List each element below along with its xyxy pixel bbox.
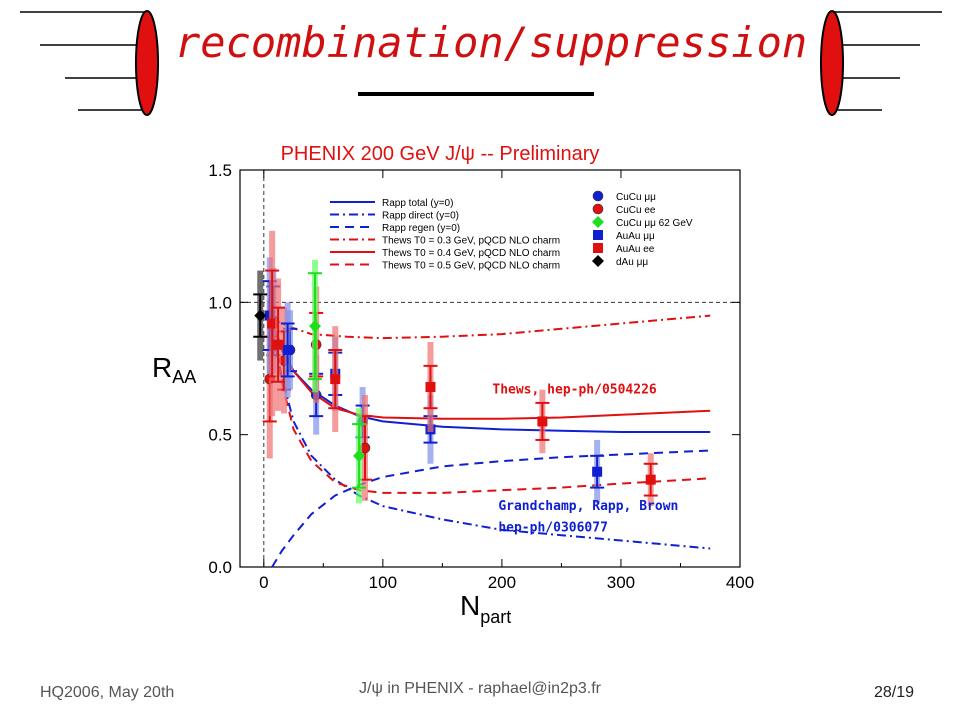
x-tick-label-2: 200 (488, 573, 516, 592)
decorative-cylinder-left (20, 10, 159, 116)
decorative-cylinder-right (820, 10, 942, 116)
legend-marker-3 (593, 230, 603, 240)
x-axis-label: Npart (460, 590, 511, 627)
plot-border (239, 169, 741, 568)
curve-5 (271, 323, 711, 494)
data-point-3-1 (282, 344, 293, 355)
x-tick-label-1: 100 (369, 573, 397, 592)
legend-marker-0 (592, 190, 604, 202)
x-axis-label-main: N (460, 590, 480, 621)
legend-label-2: Rapp regen (y=0) (382, 223, 460, 234)
legend-label-0: Rapp total (y=0) (382, 198, 453, 209)
legend-marker-2 (592, 216, 604, 228)
y-tick-label-3: 1.5 (208, 161, 232, 180)
reference-lines (240, 170, 740, 567)
title-underline (358, 92, 594, 96)
slide-title: recombination/suppression (175, 18, 808, 67)
data-point-4-2 (330, 374, 341, 385)
footer-page-number: 28/19 (873, 684, 914, 701)
legend-marker-4 (593, 243, 603, 253)
plot-frame (239, 169, 741, 568)
x-tick-label-3: 300 (607, 573, 635, 592)
y-tick-label-0: 0.0 (208, 558, 232, 577)
legend-point-label-0: CuCu μμ (616, 192, 656, 203)
legend-point-label-5: dAu μμ (616, 257, 648, 268)
legend-point-label-4: AuAu ee (616, 244, 655, 255)
x-tick-label-4: 400 (726, 573, 754, 592)
data-point-5-0 (254, 309, 267, 322)
legend-marker-5 (592, 255, 604, 267)
data-point-2-1 (353, 449, 366, 462)
footer-conference: HQ2006, May 20th (40, 684, 175, 701)
data-point-3-4 (592, 466, 603, 477)
annotation-0: Thews, hep-ph/0504226 (492, 383, 657, 398)
y-axis-label: RAA (152, 352, 196, 387)
raa-chart: PHENIX 200 GeV J/ψ -- Preliminary 0 100 20… (152, 143, 754, 627)
legend-point-label-2: CuCu μμ 62 GeV (616, 218, 693, 229)
legend-label-5: Thews T0 = 0.5 GeV, pQCD NLO charm (382, 261, 560, 272)
data-point-4-1 (273, 339, 284, 350)
y-tick-label-2: 1.0 (208, 293, 232, 312)
legend-label-4: Thews T0 = 0.4 GeV, pQCD NLO charm (382, 248, 560, 259)
legend-point-label-3: AuAu μμ (616, 231, 655, 242)
legend-label-1: Rapp direct (y=0) (382, 211, 459, 222)
data-points (253, 230, 658, 507)
data-point-4-5 (645, 474, 656, 485)
legend: Rapp total (y=0) Rapp direct (y=0)Rapp re… (330, 190, 693, 272)
legend-point-label-1: CuCu ee (616, 205, 656, 216)
legend-label-3: Thews T0 = 0.3 GeV, pQCD NLO charm (382, 236, 560, 247)
data-point-4-3 (425, 382, 436, 393)
footer-author: J/ψ in PHENIX - raphael@in2p3.fr (359, 680, 601, 697)
y-tick-label-1: 0.5 (208, 426, 232, 445)
y-axis-label-sub: AA (172, 367, 196, 387)
chart-title: PHENIX 200 GeV J/ψ -- Preliminary (281, 143, 600, 165)
data-point-4-0 (267, 318, 278, 329)
annotation-1: Grandchamp, Rapp, Brown (498, 499, 678, 514)
axis-ticks: 0 100 200 300 400 0.0 0.5 1.0 1.5 (208, 161, 754, 592)
x-axis-label-sub: part (480, 607, 511, 627)
curve-1 (271, 328, 711, 550)
y-axis-label-main: R (152, 352, 172, 383)
legend-marker-1 (592, 203, 604, 215)
annotations: Thews, hep-ph/0504226 Grandchamp, Rapp, B… (492, 383, 678, 536)
x-tick-label-0: 0 (259, 573, 268, 592)
annotation-2: hep-ph/0306077 (498, 520, 608, 535)
data-point-4-4 (537, 416, 548, 427)
data-point-2-0 (309, 320, 321, 333)
curve-2 (271, 449, 711, 568)
